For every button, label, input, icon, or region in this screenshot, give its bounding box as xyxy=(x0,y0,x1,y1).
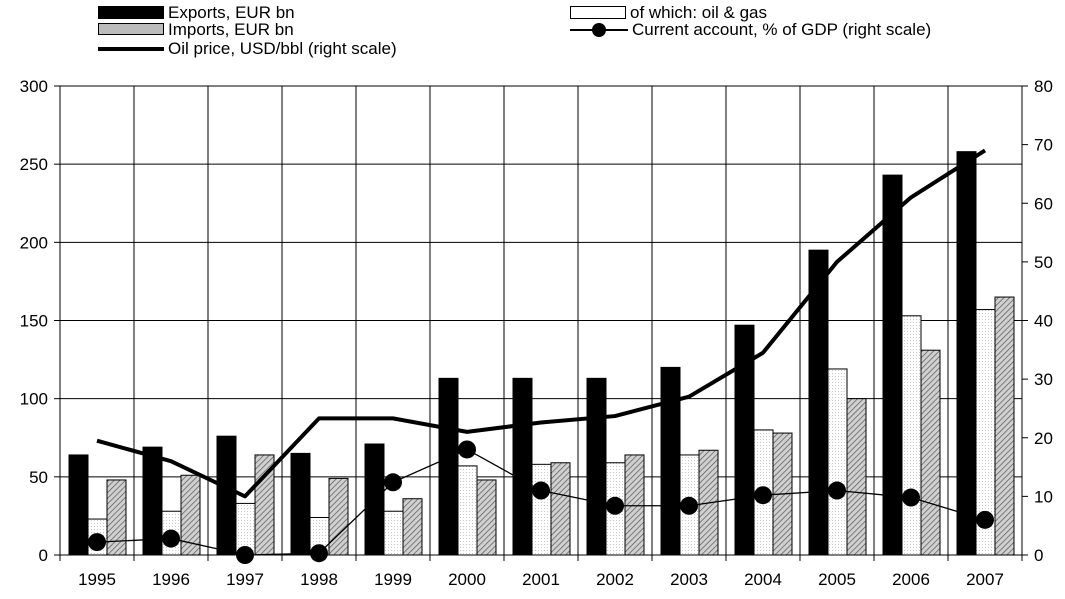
legend-label-current-account: Current account, % of GDP (right scale) xyxy=(632,20,932,39)
bar-imports xyxy=(106,479,127,556)
y-right-tick-label: 60 xyxy=(1034,194,1053,213)
y-right-tick-label: 80 xyxy=(1034,77,1053,96)
x-tick-label: 1998 xyxy=(300,570,338,589)
legend-label-imports: Imports, EUR bn xyxy=(168,20,294,39)
y-left-tick-label: 200 xyxy=(20,233,48,252)
bar-imports xyxy=(846,398,867,556)
bar-imports xyxy=(328,477,349,556)
y-left-tick-label: 50 xyxy=(29,468,48,487)
bar-imports xyxy=(550,462,571,556)
bar-imports xyxy=(476,479,497,556)
marker-current-account xyxy=(828,481,846,500)
bar-exports xyxy=(882,174,903,556)
marker-current-account xyxy=(384,473,402,492)
bar-oil-gas xyxy=(901,315,922,556)
x-tick-label: 1999 xyxy=(374,570,412,589)
bar-exports xyxy=(956,151,977,556)
y-left-tick-label: 250 xyxy=(20,155,48,174)
bar-exports xyxy=(290,452,311,556)
bar-exports xyxy=(586,377,607,556)
bar-oil-gas xyxy=(383,510,404,556)
marker-current-account xyxy=(680,496,698,515)
bar-oil-gas xyxy=(827,368,848,556)
bar-exports xyxy=(660,366,681,556)
bar-oil-gas xyxy=(457,465,478,556)
legend-swatch-oil-gas xyxy=(570,6,626,19)
x-tick-label: 1996 xyxy=(152,570,190,589)
legend-label-oil-price: Oil price, USD/bbl (right scale) xyxy=(168,39,397,58)
y-right-tick-label: 0 xyxy=(1034,546,1043,565)
bar-exports xyxy=(216,435,237,556)
y-left-tick-label: 0 xyxy=(39,546,48,565)
bar-exports xyxy=(512,377,533,556)
x-tick-label: 2000 xyxy=(448,570,486,589)
y-right-tick-label: 70 xyxy=(1034,136,1053,155)
x-tick-label: 2004 xyxy=(744,570,782,589)
y-left-tick-label: 150 xyxy=(20,312,48,331)
y-right-tick-label: 30 xyxy=(1034,370,1053,389)
legend-label-exports: Exports, EUR bn xyxy=(168,3,295,22)
x-tick-label: 2007 xyxy=(966,570,1004,589)
y-right-tick-label: 20 xyxy=(1034,429,1053,448)
y-right-tick-label: 50 xyxy=(1034,253,1053,272)
x-tick-label: 2006 xyxy=(892,570,930,589)
axes xyxy=(54,85,1028,561)
legend-swatch-current-account-marker xyxy=(592,23,606,37)
x-tick-label: 1997 xyxy=(226,570,264,589)
tick-labels: 0 50 100 150 200 250 300 0 10 20 30 40 50 60 70 80 1995 1… xyxy=(20,77,1053,589)
bar-imports xyxy=(402,498,423,556)
legend-swatch-oil-price xyxy=(98,47,164,51)
y-right-tick-label: 40 xyxy=(1034,312,1053,331)
marker-current-account xyxy=(88,533,106,552)
x-tick-label: 2005 xyxy=(818,570,856,589)
marker-current-account xyxy=(310,544,328,563)
x-tick-label: 2001 xyxy=(522,570,560,589)
y-left-tick-label: 300 xyxy=(20,77,48,96)
legend-swatch-exports xyxy=(98,6,164,19)
marker-current-account xyxy=(162,529,180,548)
marker-current-account xyxy=(532,481,550,500)
marker-current-account xyxy=(902,488,920,507)
legend-swatch-imports xyxy=(98,23,164,35)
marker-current-account xyxy=(236,546,254,564)
y-left-tick-label: 100 xyxy=(20,390,48,409)
lines xyxy=(88,148,994,564)
bar-imports xyxy=(180,474,201,556)
bar-imports xyxy=(994,296,1015,556)
bar-exports xyxy=(68,454,89,556)
marker-current-account xyxy=(754,486,772,505)
bar-exports xyxy=(142,446,163,556)
x-tick-label: 2002 xyxy=(596,570,634,589)
x-tick-label: 1995 xyxy=(78,570,116,589)
legend-label-oil-gas: of which: oil & gas xyxy=(630,3,768,22)
marker-current-account xyxy=(976,510,994,529)
marker-current-account xyxy=(458,440,476,459)
x-tick-label: 2003 xyxy=(670,570,708,589)
marker-current-account xyxy=(606,496,624,515)
bar-oil-gas xyxy=(531,463,552,556)
bar-exports xyxy=(438,377,459,556)
line-oil-price xyxy=(96,148,987,499)
bar-imports xyxy=(920,349,941,556)
y-right-tick-label: 10 xyxy=(1034,487,1053,506)
bar-imports xyxy=(624,454,645,556)
